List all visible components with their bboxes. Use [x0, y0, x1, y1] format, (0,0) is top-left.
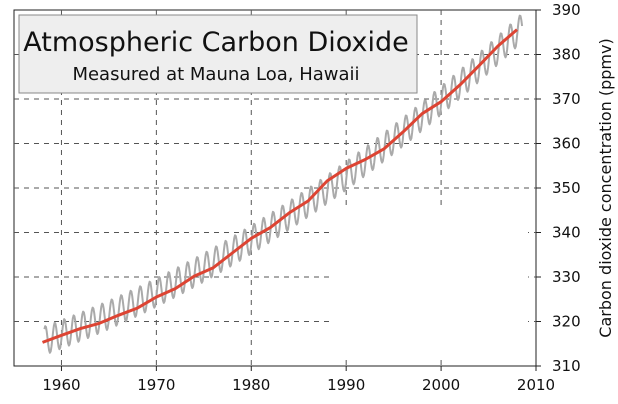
series-monthly-line: [43, 14, 524, 354]
x-tick-label: 1970: [137, 376, 175, 394]
y-tick-label: 310: [552, 357, 581, 375]
y-tick-label: 320: [552, 313, 581, 331]
y-axis-label: Carbon dioxide concentration (ppmv): [596, 38, 615, 337]
chart-subtitle: Measured at Mauna Loa, Hawaii: [72, 64, 359, 85]
series-layer: [41, 14, 524, 354]
chart-title: Atmospheric Carbon Dioxide: [23, 27, 408, 58]
y-tick-label: 350: [552, 179, 581, 197]
y-tick-label: 330: [552, 268, 581, 286]
blank-overlay: [332, 210, 528, 360]
x-tick-label: 2010: [517, 376, 555, 394]
title-box: Atmospheric Carbon Dioxide Measured at M…: [18, 14, 418, 94]
x-tick-label: 2000: [422, 376, 460, 394]
y-tick-label: 390: [552, 1, 581, 19]
series-annual-average-line: [41, 28, 518, 344]
x-tick-label: 1960: [42, 376, 80, 394]
y-tick-label: 370: [552, 90, 581, 108]
y-tick-label: 360: [552, 135, 581, 153]
x-tick-label: 1990: [327, 376, 365, 394]
x-tick-label: 1980: [232, 376, 270, 394]
y-tick-label: 380: [552, 46, 581, 64]
y-tick-label: 340: [552, 224, 581, 242]
